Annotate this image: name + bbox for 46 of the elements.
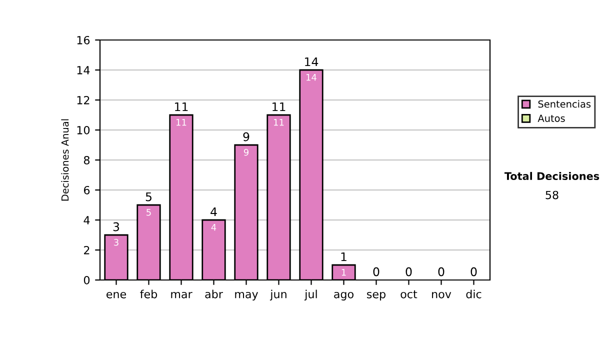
x-tick-label: dic	[466, 290, 482, 298]
total-label: 11	[272, 102, 286, 112]
x-tick-label: may	[235, 292, 258, 300]
x-tick-label: ago	[334, 292, 354, 300]
x-tick-label: sep	[367, 292, 386, 300]
total-label: 5	[146, 192, 152, 202]
x-tick-label: mar	[171, 292, 192, 298]
y-tick-label: 0	[84, 276, 90, 284]
total-label: 4	[210, 207, 217, 216]
text: Total Decisiones	[504, 172, 600, 180]
y-axis-title: Decisiones Anual	[61, 119, 69, 201]
data-label: 9	[244, 148, 248, 156]
data-label: 5	[146, 209, 151, 216]
total-label: 1	[341, 252, 346, 262]
x-tick-label: feb	[140, 290, 158, 298]
data-label: 1	[342, 269, 346, 276]
total-label: 0	[438, 267, 444, 276]
data-label: 11	[274, 119, 284, 126]
x-tick-label: jul	[304, 290, 317, 300]
x-tick-label: oct	[400, 290, 418, 298]
y-tick-label: 4	[84, 216, 90, 224]
total-label: 9	[243, 132, 250, 142]
total-label: 3	[113, 222, 120, 232]
legend-label: Autos	[538, 114, 565, 122]
y-tick-label: 8	[84, 156, 90, 164]
total-label: 0	[373, 267, 380, 276]
x-tick-label: nov	[432, 292, 452, 298]
data-label: 11	[176, 119, 186, 126]
data-label: 4	[211, 224, 216, 231]
total-label: 0	[406, 267, 412, 276]
legend-label: Sentencias	[538, 100, 591, 108]
y-tick-label: 14	[77, 66, 90, 74]
y-tick-label: 16	[77, 36, 90, 44]
data-label: 3	[114, 238, 118, 246]
total-label: 11	[175, 102, 188, 112]
data-label: 14	[306, 74, 316, 81]
y-tick-label: 10	[77, 126, 90, 134]
y-tick-label: 6	[84, 186, 90, 194]
y-tick-label: 12	[77, 96, 90, 104]
x-tick-label: ene	[106, 292, 126, 298]
y-tick-label: 2	[84, 246, 90, 254]
x-tick-label: abr	[205, 290, 223, 298]
x-tick-label: jun	[270, 290, 286, 300]
total-label: 0	[470, 267, 477, 276]
text: 58	[546, 190, 558, 200]
total-label: 14	[305, 57, 318, 66]
